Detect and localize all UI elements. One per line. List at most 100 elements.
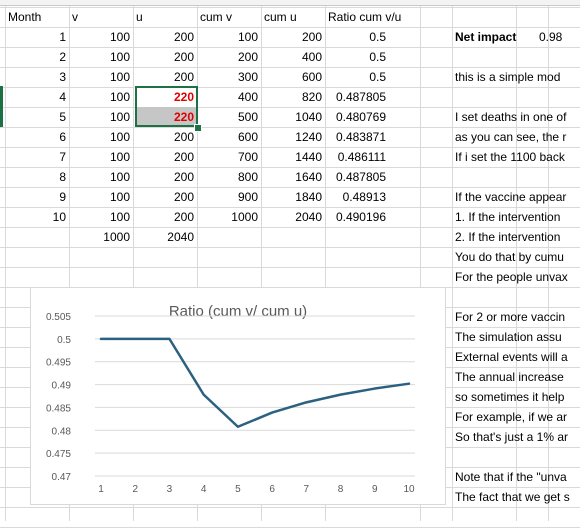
- x-tick-label: 3: [167, 484, 173, 495]
- cell-ratio[interactable]: 0.5: [325, 47, 389, 67]
- cell-total-u[interactable]: 2040: [133, 227, 197, 247]
- note-text[interactable]: I set deaths in one of: [452, 107, 580, 127]
- cell-cum-u[interactable]: 1440: [261, 147, 325, 167]
- cell-cum-v[interactable]: 900: [197, 187, 261, 207]
- header-cum-v[interactable]: cum v: [197, 7, 261, 27]
- cell-u[interactable]: 200: [133, 27, 197, 47]
- header-ratio[interactable]: Ratio cum v/u: [325, 7, 435, 27]
- cell-u[interactable]: 200: [133, 147, 197, 167]
- cell-v[interactable]: 100: [69, 47, 133, 67]
- cell-month[interactable]: 6: [5, 127, 69, 147]
- cell-ratio[interactable]: 0.490196: [325, 207, 389, 227]
- cell-u[interactable]: 200: [133, 167, 197, 187]
- header-v[interactable]: v: [69, 7, 133, 27]
- cell-v[interactable]: 100: [69, 187, 133, 207]
- net-impact-value[interactable]: 0.98: [536, 27, 580, 47]
- cell-month[interactable]: 7: [5, 147, 69, 167]
- cell-v[interactable]: 100: [69, 207, 133, 227]
- cell-v[interactable]: 100: [69, 107, 133, 127]
- note-text[interactable]: The fact that we get s: [452, 487, 580, 507]
- cell-month[interactable]: 9: [5, 187, 69, 207]
- note-text[interactable]: So that's just a 1% ar: [452, 427, 580, 447]
- cell-cum-u[interactable]: 1040: [261, 107, 325, 127]
- note-text[interactable]: External events will a: [452, 347, 580, 367]
- cell-cum-v[interactable]: 800: [197, 167, 261, 187]
- cell-month[interactable]: 8: [5, 167, 69, 187]
- cell-cum-v[interactable]: 600: [197, 127, 261, 147]
- note-text[interactable]: For 2 or more vaccin: [452, 307, 580, 327]
- cell-cum-v[interactable]: 700: [197, 147, 261, 167]
- cell-cum-u[interactable]: 2040: [261, 207, 325, 227]
- cell-ratio[interactable]: 0.486111: [325, 147, 389, 167]
- x-tick-label: 7: [304, 484, 310, 495]
- x-tick-label: 5: [235, 484, 241, 495]
- cell-u[interactable]: 200: [133, 127, 197, 147]
- grid-line-h: [0, 507, 580, 508]
- cell-v[interactable]: 100: [69, 167, 133, 187]
- note-text[interactable]: so sometimes it help: [452, 387, 580, 407]
- cell-ratio[interactable]: 0.48913: [325, 187, 389, 207]
- cell-month[interactable]: 1: [5, 27, 69, 47]
- note-text[interactable]: The simulation assu: [452, 327, 580, 347]
- note-text[interactable]: Note that if the "unva: [452, 467, 580, 487]
- cell-cum-u[interactable]: 820: [261, 87, 325, 107]
- cell-cum-u[interactable]: 400: [261, 47, 325, 67]
- header-u[interactable]: u: [133, 7, 197, 27]
- note-text[interactable]: 1. If the intervention: [452, 207, 580, 227]
- cell-u[interactable]: 200: [133, 67, 197, 87]
- note-text[interactable]: For example, if we ar: [452, 407, 580, 427]
- cell-ratio[interactable]: 0.487805: [325, 87, 389, 107]
- cell-month[interactable]: 2: [5, 47, 69, 67]
- x-tick-label: 1: [98, 484, 104, 495]
- cell-ratio[interactable]: 0.5: [325, 67, 389, 87]
- cell-cum-v[interactable]: 300: [197, 67, 261, 87]
- note-text[interactable]: this is a simple mod: [452, 67, 580, 87]
- cell-v[interactable]: 100: [69, 67, 133, 87]
- cell-month[interactable]: 3: [5, 67, 69, 87]
- note-text[interactable]: If i set the 1100 back: [452, 147, 580, 167]
- cell-cum-v[interactable]: 500: [197, 107, 261, 127]
- cell-cum-u[interactable]: 1840: [261, 187, 325, 207]
- cell-cum-v[interactable]: 400: [197, 87, 261, 107]
- cell-month[interactable]: 10: [5, 207, 69, 227]
- selected-row-marker: [0, 86, 3, 127]
- net-impact-label[interactable]: Net impact: [452, 27, 538, 47]
- x-tick-label: 8: [338, 484, 344, 495]
- cell-u[interactable]: 200: [133, 187, 197, 207]
- cell-month[interactable]: 5: [5, 107, 69, 127]
- cell-cum-v[interactable]: 200: [197, 47, 261, 67]
- cell-v[interactable]: 100: [69, 87, 133, 107]
- cell-month[interactable]: 4: [5, 87, 69, 107]
- note-text[interactable]: For the people unvax: [452, 267, 580, 287]
- header-cum-u[interactable]: cum u: [261, 7, 325, 27]
- y-tick-label: 0.485: [46, 403, 71, 414]
- cell-v[interactable]: 100: [69, 147, 133, 167]
- note-text[interactable]: You do that by cumu: [452, 247, 580, 267]
- cell-v[interactable]: 100: [69, 27, 133, 47]
- note-text[interactable]: The annual increase: [452, 367, 580, 387]
- cell-v[interactable]: 100: [69, 127, 133, 147]
- x-tick-label: 6: [269, 484, 275, 495]
- cell-cum-u[interactable]: 1240: [261, 127, 325, 147]
- cell-u[interactable]: 220: [133, 87, 197, 107]
- header-month[interactable]: Month: [5, 7, 69, 27]
- cell-u[interactable]: 200: [133, 207, 197, 227]
- fill-handle[interactable]: [194, 124, 202, 132]
- cell-cum-v[interactable]: 100: [197, 27, 261, 47]
- cell-total-v[interactable]: 1000: [69, 227, 133, 247]
- cell-u[interactable]: 200: [133, 47, 197, 67]
- cell-ratio[interactable]: 0.483871: [325, 127, 389, 147]
- cell-cum-u[interactable]: 600: [261, 67, 325, 87]
- note-text[interactable]: If the vaccine appear: [452, 187, 580, 207]
- note-text[interactable]: as you can see, the r: [452, 127, 580, 147]
- cell-ratio[interactable]: 0.5: [325, 27, 389, 47]
- note-text[interactable]: 2. If the intervention: [452, 227, 580, 247]
- cell-ratio[interactable]: 0.480769: [325, 107, 389, 127]
- cell-cum-u[interactable]: 200: [261, 27, 325, 47]
- cell-cum-v[interactable]: 1000: [197, 207, 261, 227]
- cell-ratio[interactable]: 0.487805: [325, 167, 389, 187]
- cell-u[interactable]: 220: [133, 107, 197, 127]
- column-header-strip[interactable]: [0, 0, 580, 6]
- cell-cum-u[interactable]: 1640: [261, 167, 325, 187]
